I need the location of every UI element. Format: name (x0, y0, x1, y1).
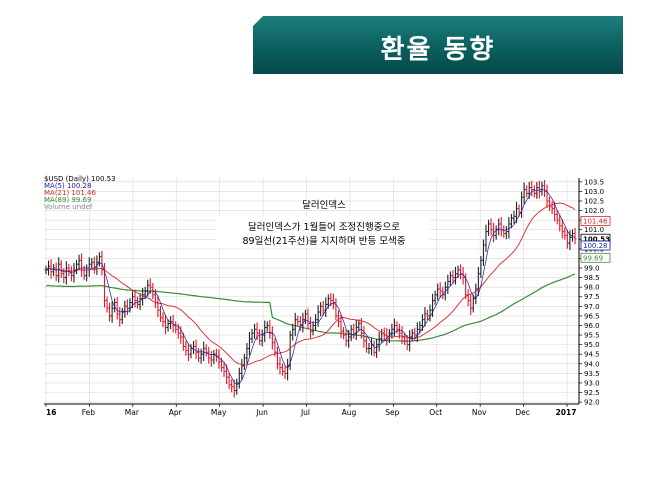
last-value-box (580, 240, 611, 251)
legend-ma89: MA(89) 99.69 (44, 196, 91, 204)
y-tick-label: 96.5 (584, 312, 600, 320)
y-tick-label: 95.0 (584, 341, 600, 349)
y-tick-label: 97.5 (584, 293, 600, 301)
last-value-label: 99.69 (583, 254, 603, 262)
last-value-label: 101.46 (583, 218, 608, 226)
x-tick-label: May (211, 408, 227, 417)
x-tick-label: 16 (46, 408, 56, 417)
y-tick-label: 92.0 (584, 399, 600, 407)
y-tick-label: 102.0 (584, 207, 604, 215)
y-tick-label: 93.5 (584, 370, 600, 378)
last-value-box (580, 216, 611, 226)
y-tick-label: 92.5 (584, 389, 600, 397)
y-tick-label: 103.0 (584, 188, 604, 196)
chart-annotation: 달러인덱스 달러인덱스가 1월들어 조정진행중으로 89일선(21주선)을 지지… (216, 199, 430, 248)
ma5-layer (45, 189, 576, 385)
x-tick-label: Dec (515, 408, 530, 417)
y-tick-label: 103.5 (584, 178, 604, 186)
ma5-line (45, 189, 576, 385)
y-tick-label: 98.0 (584, 284, 600, 292)
y-tick-label: 94.5 (584, 351, 600, 359)
y-tick-label: 94.0 (584, 360, 600, 368)
y-tick-label: 99.0 (584, 265, 600, 273)
slide-title: 환율 동향 (380, 35, 496, 65)
annotation-line2: 89일선(21주선)을 지지하며 반등 모색중 (242, 235, 405, 247)
dollar-index-chart: 92.0 92.5 93.0 93.5 94.0 94.5 95.0 95.5 96.0 96.5… (42, 172, 616, 420)
legend-volume: Volume undef (44, 203, 93, 211)
ma21-line (45, 202, 576, 366)
x-tick-label: Aug (342, 408, 357, 417)
x-tick-label: Mar (125, 408, 140, 417)
annotation-line1: 달러인덱스가 1월들어 조정진행중으로 (248, 221, 400, 233)
y-tick-label: 102.5 (584, 197, 604, 205)
chart-legend: $USD (Daily) 100.53 MA(5) 100.28 MA(21) … (44, 175, 116, 211)
x-tick-label: Oct (429, 408, 442, 417)
x-tick-label: Sep (385, 408, 399, 417)
last-value-box (580, 252, 611, 263)
y-tick-label: 97.0 (584, 303, 600, 311)
y-tick-label: 95.5 (584, 332, 600, 340)
last-value-label: 100.53 (583, 235, 610, 243)
chart-canvas: 92.0 92.5 93.093.5 94.094.5 95.095.5 96.0 96.5… (42, 172, 616, 420)
x-tick-label: Apr (169, 408, 183, 417)
annotation-title: 달러인덱스 (302, 199, 346, 211)
last-value-label: 100.28 (583, 242, 608, 250)
legend-instrument: $USD (Daily) 100.53 (44, 175, 116, 183)
x-tick-label: 2017 (556, 408, 577, 417)
y-tick-label: 93.0 (584, 379, 600, 387)
x-tick-label: Feb (82, 408, 96, 417)
grid-layer (44, 178, 579, 404)
x-tick-label: Nov (472, 408, 487, 417)
x-tick-label: Jun (255, 408, 268, 417)
x-tick-label: Jul (300, 408, 310, 417)
ma21-layer (45, 202, 576, 366)
legend-ma5: MA(5) 100.28 (44, 182, 91, 190)
annotation-backdrop (216, 216, 430, 248)
y-tick-label: 98.5 (584, 274, 600, 282)
y-tick-label: 96.0 (584, 322, 600, 330)
legend-ma21: MA(21) 101.46 (44, 189, 96, 197)
slide-title-banner: 환율 동향 (253, 16, 623, 74)
y-tick-label: 101.0 (584, 226, 604, 234)
